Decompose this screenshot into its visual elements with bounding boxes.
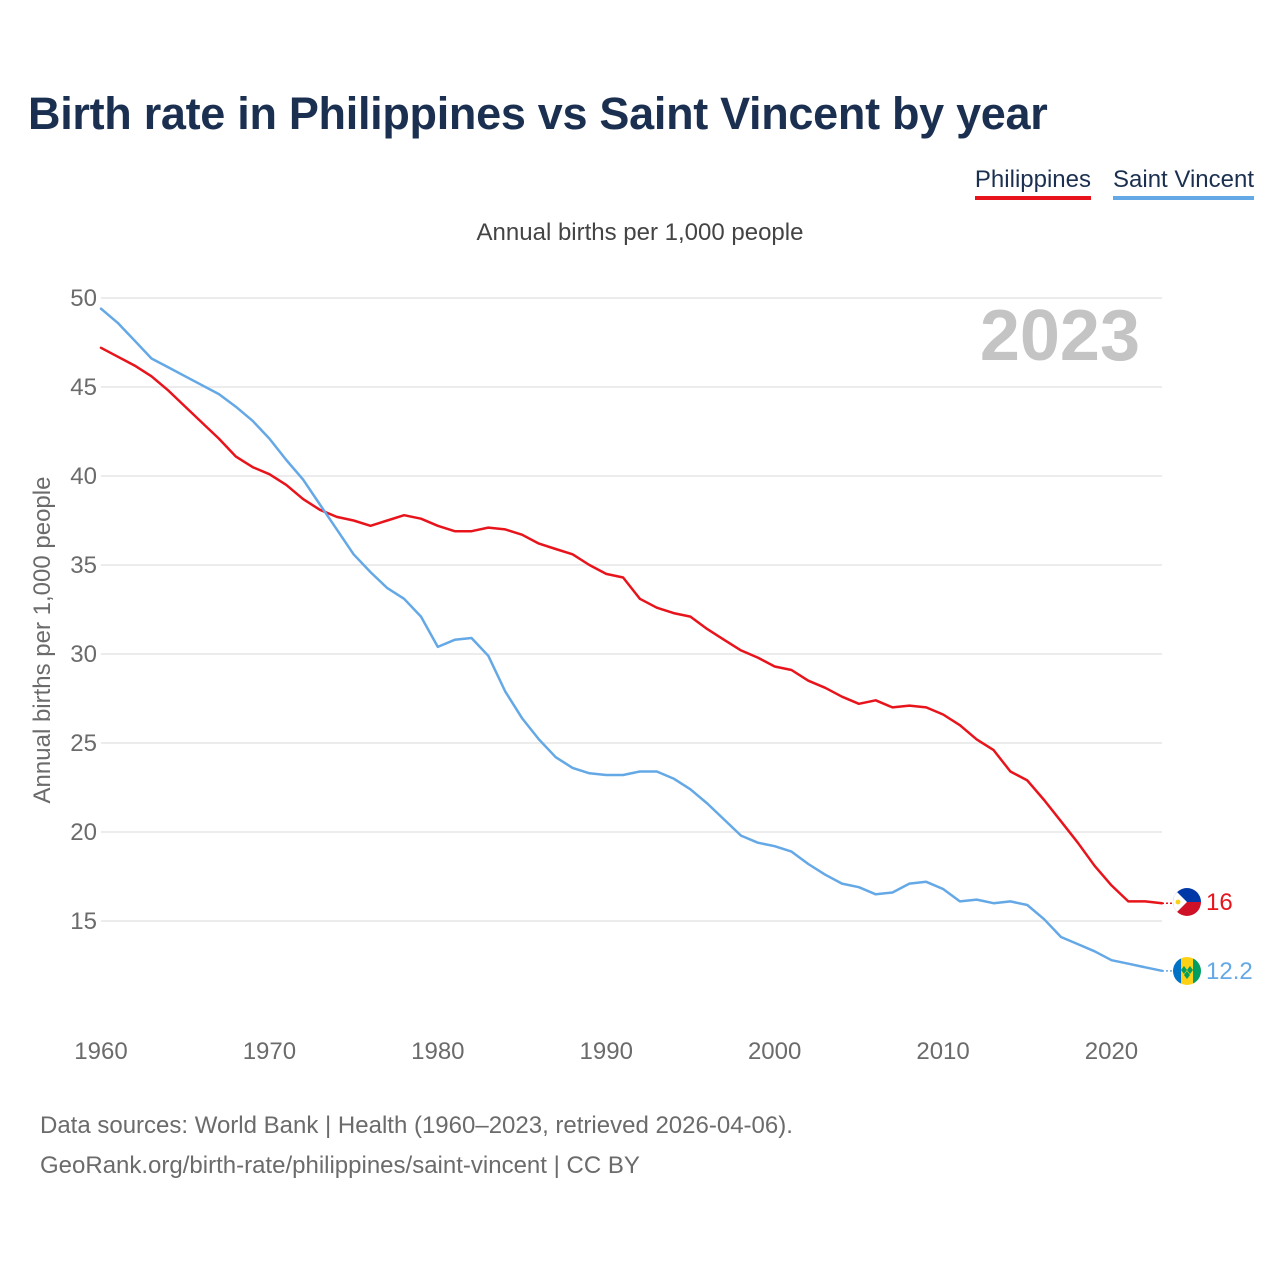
- y-axis-label: Annual births per 1,000 people: [29, 477, 56, 804]
- x-tick-label: 1980: [411, 1038, 464, 1065]
- x-tick-label: 2020: [1085, 1038, 1138, 1065]
- y-tick-label: 50: [70, 285, 97, 312]
- sources-footer: Data sources: World Bank | Health (1960–…: [40, 1106, 793, 1186]
- source-link[interactable]: GeoRank.org/birth-rate/philippines/saint…: [40, 1152, 640, 1179]
- y-tick-label: 40: [70, 463, 97, 490]
- saint-vincent-flag-icon: [1173, 957, 1201, 985]
- y-tick-label: 45: [70, 374, 97, 401]
- x-tick-label: 1970: [243, 1038, 296, 1065]
- y-tick-label: 20: [70, 819, 97, 846]
- end-value-label-saint-vincent: 12.2: [1206, 958, 1253, 985]
- legend-item-philippines[interactable]: Philippines: [974, 166, 1091, 200]
- y-tick-label: 15: [70, 908, 97, 935]
- x-tick-label: 2010: [916, 1038, 969, 1065]
- x-tick-label: 2000: [748, 1038, 801, 1065]
- end-value-label-philippines: 16: [1206, 889, 1233, 916]
- year-watermark: 2023: [980, 296, 1140, 376]
- legend-item-saint-vincent[interactable]: Saint Vincent: [1113, 166, 1254, 200]
- grid: [101, 297, 1162, 922]
- data-source-text: Data sources: World Bank | Health (1960–…: [40, 1112, 793, 1139]
- series-line-saint-vincent: [99, 307, 1164, 973]
- series: [99, 307, 1173, 973]
- x-tick-label: 1990: [580, 1038, 633, 1065]
- philippines-flag-icon: [1173, 888, 1201, 916]
- y-tick-label: 35: [70, 552, 97, 579]
- chart-title: Birth rate in Philippines vs Saint Vince…: [28, 88, 1048, 139]
- legend: Philippines Saint Vincent: [974, 166, 1254, 200]
- y-axis-ticks: 15 20 25 30 35 40 45 50: [70, 285, 97, 935]
- chart-subtitle: Annual births per 1,000 people: [477, 219, 804, 246]
- y-tick-label: 30: [70, 641, 97, 668]
- series-line-philippines: [99, 346, 1164, 905]
- x-tick-label: 1960: [74, 1038, 127, 1065]
- x-axis-ticks: 1960 1970 1980 1990 2000 2010 2020: [74, 1038, 1138, 1065]
- y-tick-label: 25: [70, 730, 97, 757]
